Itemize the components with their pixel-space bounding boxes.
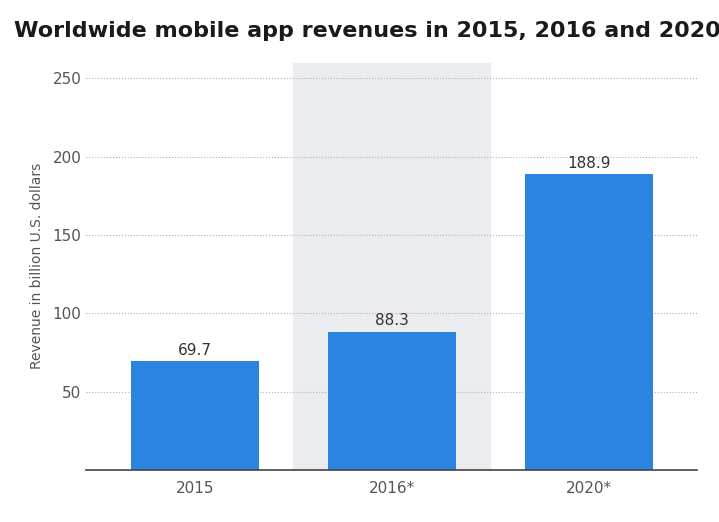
Y-axis label: Revenue in billion U.S. dollars: Revenue in billion U.S. dollars: [30, 163, 44, 370]
Bar: [328, 331, 456, 470]
Text: Worldwide mobile app revenues in 2015, 2016 and 2020: Worldwide mobile app revenues in 2015, 2…: [14, 21, 719, 41]
Bar: [525, 174, 653, 470]
Bar: [131, 361, 259, 470]
Text: 88.3: 88.3: [375, 313, 409, 328]
Text: 69.7: 69.7: [178, 342, 211, 358]
Bar: [293, 63, 490, 470]
Text: 188.9: 188.9: [567, 156, 610, 171]
